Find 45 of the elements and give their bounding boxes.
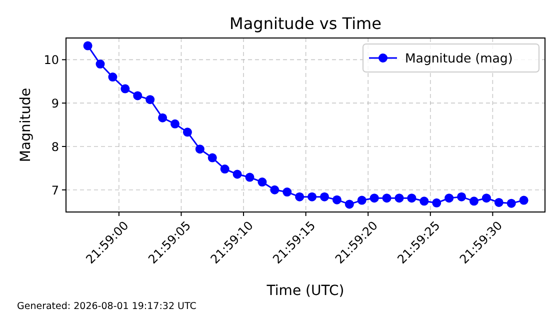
point xyxy=(320,192,329,202)
point xyxy=(394,194,404,203)
x-axis-title: Time (UTC) xyxy=(266,283,344,299)
point xyxy=(332,195,342,204)
point xyxy=(195,144,204,154)
point xyxy=(245,172,254,182)
point xyxy=(258,178,267,187)
text: Generated: 2026-08-01 19:17:32 UTC xyxy=(17,301,197,312)
y-tick-label: 7 xyxy=(51,183,59,198)
legend-label: Magnitude (mag) xyxy=(405,50,513,66)
point xyxy=(270,185,280,194)
point xyxy=(469,196,478,206)
point xyxy=(158,113,168,122)
point xyxy=(170,119,180,128)
point xyxy=(282,188,292,197)
point xyxy=(182,128,192,137)
point xyxy=(357,196,366,205)
point xyxy=(120,84,130,94)
point xyxy=(96,60,105,69)
point xyxy=(382,194,392,203)
point xyxy=(208,153,217,162)
point xyxy=(432,198,442,208)
point xyxy=(482,194,491,203)
point xyxy=(407,194,416,203)
point xyxy=(519,196,528,205)
y-tick-label: 10 xyxy=(44,53,59,68)
point xyxy=(232,170,242,179)
point xyxy=(308,192,317,202)
y-tick-label: 9 xyxy=(51,96,59,111)
point xyxy=(295,192,304,202)
chart-title: Magnitude vs Time xyxy=(230,14,382,33)
point xyxy=(146,95,155,104)
point xyxy=(444,194,454,203)
point xyxy=(344,200,354,209)
point xyxy=(420,196,429,206)
point xyxy=(108,72,118,82)
y-axis-title: Magnitude xyxy=(18,88,34,162)
point xyxy=(457,192,466,202)
point xyxy=(506,198,516,208)
point xyxy=(220,164,230,174)
point xyxy=(133,91,142,100)
point xyxy=(494,198,504,207)
y-tick-label: 8 xyxy=(51,140,59,154)
point xyxy=(370,194,379,203)
point xyxy=(83,41,92,50)
